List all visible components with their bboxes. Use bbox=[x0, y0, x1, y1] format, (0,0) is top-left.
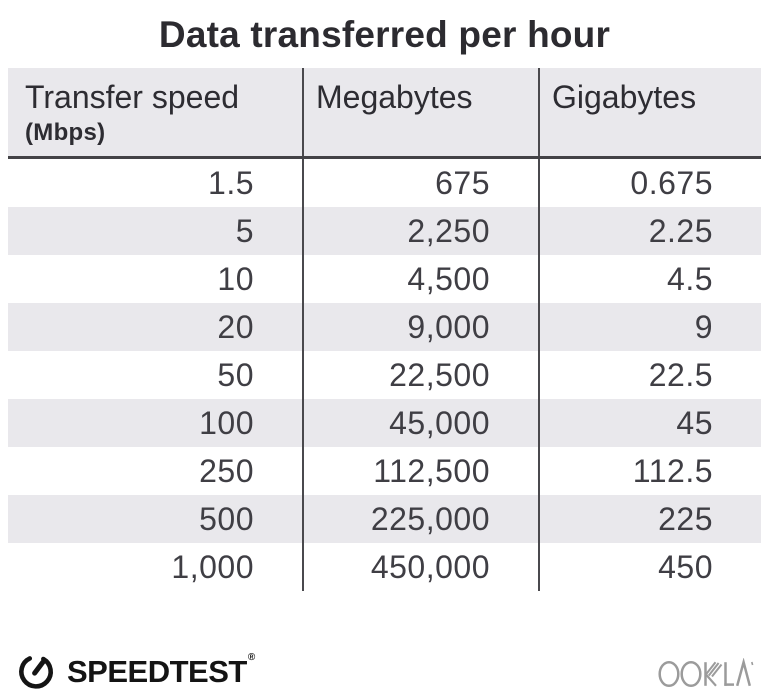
cell-megabytes: 112,500 bbox=[302, 447, 538, 495]
table-row: 1,000 450,000 450 bbox=[8, 543, 761, 591]
cell-transfer-speed: 5 bbox=[235, 212, 254, 249]
cell-gigabytes: 450 bbox=[538, 543, 761, 591]
cell-transfer-speed: 100 bbox=[199, 404, 254, 441]
header-sublabel-mbps: (Mbps) bbox=[25, 118, 106, 146]
table-row: 50 22,500 22.5 bbox=[8, 351, 761, 399]
table-row: 20 9,000 9 bbox=[8, 303, 761, 351]
cell-megabytes: 9,000 bbox=[302, 303, 538, 351]
data-table: Transfer speed (Mbps) Megabytes Gigabyte… bbox=[8, 68, 761, 591]
table-row: 500 225,000 225 bbox=[8, 495, 761, 543]
cell-megabytes: 675 bbox=[302, 159, 538, 207]
header-cell-megabytes: Megabytes bbox=[302, 68, 538, 156]
header-cell-transfer-speed: Transfer speed (Mbps) bbox=[8, 68, 302, 156]
speedtest-label: SPEEDTEST bbox=[67, 653, 247, 689]
cell-transfer-speed: 50 bbox=[217, 356, 254, 393]
cell-transfer-speed: 1.5 bbox=[208, 164, 254, 201]
cell-megabytes: 2,250 bbox=[302, 207, 538, 255]
cell-megabytes: 4,500 bbox=[302, 255, 538, 303]
cell-gigabytes: 4.5 bbox=[538, 255, 761, 303]
page-title: Data transferred per hour bbox=[158, 14, 611, 55]
cell-gigabytes: 0.675 bbox=[538, 159, 761, 207]
cell-gigabytes: 225 bbox=[538, 495, 761, 543]
table-row: 1.5 675 0.675 bbox=[8, 159, 761, 207]
header-label: Transfer speed bbox=[25, 79, 240, 115]
cell-transfer-speed: 20 bbox=[217, 308, 254, 345]
header-label: Megabytes bbox=[316, 79, 473, 115]
cell-transfer-speed: 500 bbox=[199, 500, 254, 537]
cell-transfer-speed: 1,000 bbox=[171, 548, 254, 585]
ookla-logo: OOKLA bbox=[658, 657, 754, 695]
speedtest-gauge-icon bbox=[14, 646, 58, 697]
speedtest-wordmark: SPEEDTEST® bbox=[67, 651, 255, 690]
cell-gigabytes: 22.5 bbox=[538, 351, 761, 399]
cell-gigabytes: 112.5 bbox=[538, 447, 761, 495]
cell-gigabytes: 2.25 bbox=[538, 207, 761, 255]
header-label: Gigabytes bbox=[552, 79, 697, 115]
registered-trademark-icon: ® bbox=[247, 651, 255, 663]
ookla-wordmark-icon bbox=[658, 657, 754, 688]
cell-megabytes: 22,500 bbox=[302, 351, 538, 399]
cell-megabytes: 225,000 bbox=[302, 495, 538, 543]
table-row: 250 112,500 112.5 bbox=[8, 447, 761, 495]
table-row: 10 4,500 4.5 bbox=[8, 255, 761, 303]
table-row: 5 2,250 2.25 bbox=[8, 207, 761, 255]
speedtest-logo: SPEEDTEST® bbox=[14, 646, 255, 697]
table-header-row: Transfer speed (Mbps) Megabytes Gigabyte… bbox=[8, 68, 761, 159]
cell-gigabytes: 9 bbox=[538, 303, 761, 351]
cell-megabytes: 450,000 bbox=[302, 543, 538, 591]
table-row: 100 45,000 45 bbox=[8, 399, 761, 447]
header-cell-gigabytes: Gigabytes bbox=[538, 68, 761, 156]
cell-transfer-speed: 10 bbox=[217, 260, 254, 297]
cell-transfer-speed: 250 bbox=[199, 452, 254, 489]
cell-megabytes: 45,000 bbox=[302, 399, 538, 447]
cell-gigabytes: 45 bbox=[538, 399, 761, 447]
